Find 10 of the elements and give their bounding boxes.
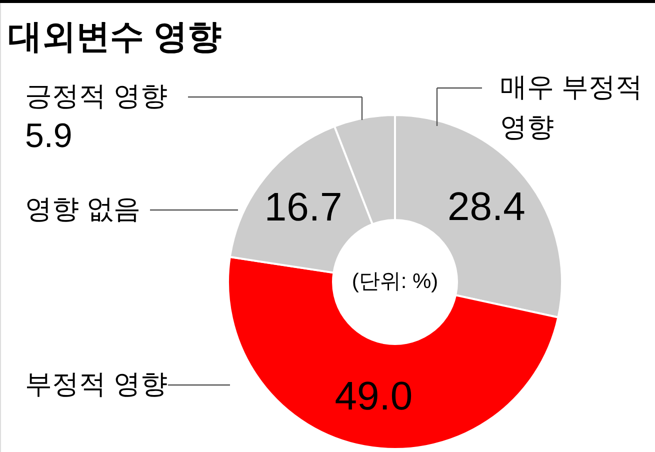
data-label: 16.7 — [264, 186, 342, 230]
chart-title: 대외변수 영향 — [8, 18, 222, 56]
slice-label: 긍정적 영향 — [25, 81, 168, 111]
data-label: 49.0 — [334, 374, 413, 419]
data-label: 5.9 — [25, 117, 72, 155]
slice-label: 매우 부정적 영향 — [500, 72, 643, 142]
slice-label: 영향 없음 — [25, 194, 141, 224]
slice-label: 부정적 영향 — [25, 369, 168, 399]
text: (단위: %) — [352, 270, 438, 293]
data-label: 28.4 — [448, 185, 526, 230]
